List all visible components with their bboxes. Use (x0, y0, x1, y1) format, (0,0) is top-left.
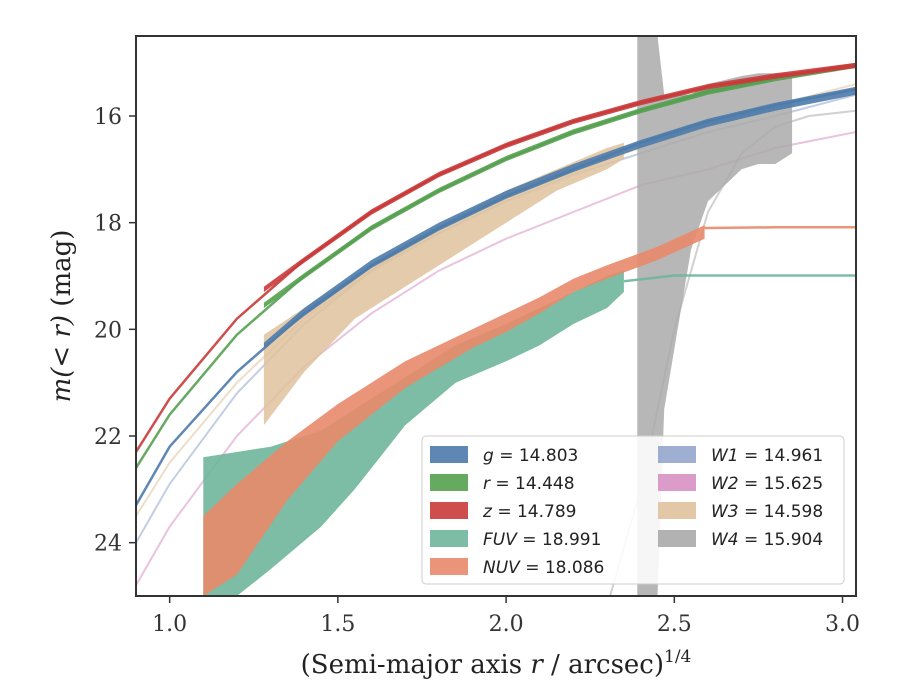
legend-label-w4: W4 = 15.904 (711, 530, 823, 550)
legend-box (421, 435, 845, 585)
series-band-fuv (203, 270, 624, 596)
legend-swatch-z (430, 502, 468, 519)
legend-label-fuv: FUV = 18.991 (483, 530, 601, 550)
x-tick-label: 2.0 (489, 612, 524, 637)
legend-label-r: r = 14.448 (483, 474, 575, 494)
legend: g = 14.803 r = 14.448 z = 14.789 FUV = 18.9… (421, 435, 845, 585)
y-axis-label: m(< r) (mag) (47, 230, 77, 403)
plot-frame (135, 35, 857, 597)
y-tick-label: 24 (94, 532, 122, 557)
y-tick-label: 18 (94, 212, 122, 237)
series-band-w3 (263, 142, 624, 426)
axis-ticks: 1.0 1.5 2.0 2.5 3.0 16 18 20 22 24 (94, 105, 860, 637)
legend-label-w2: W2 = 15.625 (711, 474, 823, 494)
legend-label-z: z = 14.789 (482, 502, 576, 522)
legend-swatch-w2 (658, 474, 696, 491)
y-tick-label: 22 (94, 425, 122, 450)
series-line-nuv (704, 226, 856, 230)
x-tick-label: 1.5 (320, 612, 355, 637)
x-axis-label: (Semi-major axis r / arcsec)1/4 (301, 647, 692, 680)
legend-label-g: g = 14.803 (483, 446, 578, 466)
legend-swatch-nuv (430, 558, 468, 575)
legend-swatch-w4 (658, 530, 696, 547)
legend-swatch-w1 (658, 446, 696, 463)
series-band-w4 (637, 36, 793, 596)
y-tick-label: 20 (94, 318, 122, 343)
series-line-fuv (623, 274, 856, 283)
legend-swatch-fuv (430, 530, 468, 547)
legend-label-w3: W3 = 14.598 (711, 502, 823, 522)
legend-swatch-g (430, 446, 468, 463)
data-layer (136, 36, 856, 596)
x-tick-label: 2.5 (657, 612, 692, 637)
legend-label-nuv: NUV = 18.086 (483, 558, 604, 578)
x-tick-label: 3.0 (825, 612, 860, 637)
legend-swatch-w3 (658, 502, 696, 519)
x-tick-label: 1.0 (152, 612, 187, 637)
y-tick-label: 16 (94, 105, 122, 130)
legend-label-w1: W1 = 14.961 (711, 446, 823, 466)
legend-swatch-r (430, 474, 468, 491)
